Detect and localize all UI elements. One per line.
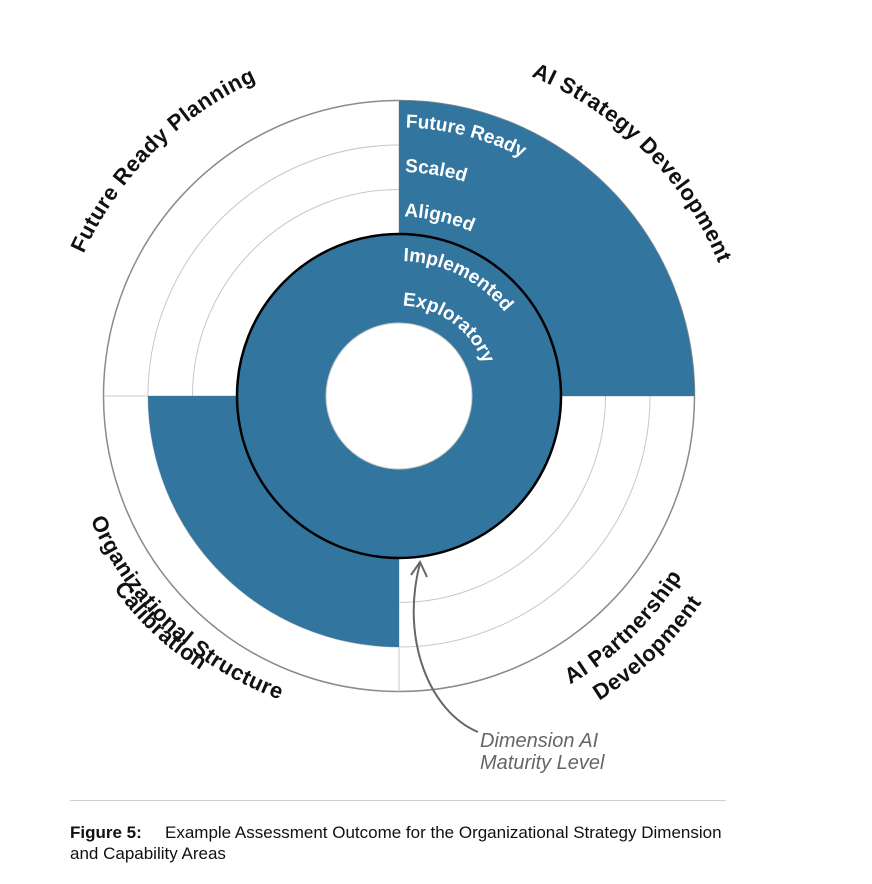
annotation-arrow-line <box>412 562 479 733</box>
figure-caption: Figure 5: Example Assessment Outcome for … <box>70 822 750 864</box>
area-label-future-ready-planning: Future Ready Planning <box>65 62 259 256</box>
sector-future-ready-planning <box>237 234 399 396</box>
sector-ai-partnership-development <box>399 396 561 558</box>
maturity-radial-diagram: ExploratoryImplementedAlignedScaledFutur… <box>65 58 736 774</box>
sector-organizational-structure-calibration <box>148 396 399 647</box>
caption-divider <box>70 800 726 801</box>
caption-text: Example Assessment Outcome for the Organ… <box>70 823 722 863</box>
filled-sectors <box>148 100 695 647</box>
area-label-calibration: Calibration <box>110 576 212 674</box>
annotation-arrow-head <box>410 559 428 578</box>
caption-label: Figure 5: <box>70 823 142 842</box>
dimension-maturity-outline <box>235 232 563 560</box>
annotation-line-1: Dimension AI <box>480 730 599 752</box>
sector-ai-strategy-development <box>399 100 695 396</box>
center-hole <box>325 322 473 470</box>
annotation-line-2: Maturity Level <box>480 752 605 774</box>
